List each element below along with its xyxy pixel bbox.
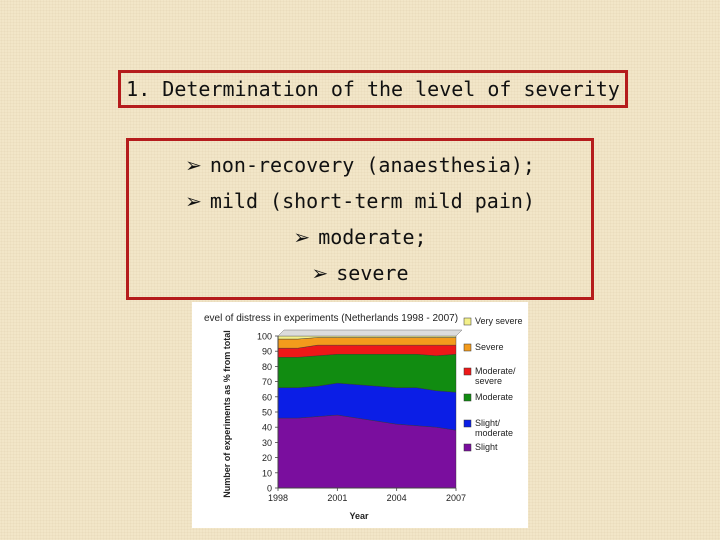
y-tick-label: 40 [262,423,272,433]
legend-label: Severe [475,342,504,352]
legend-swatch [463,317,472,326]
chart-svg: evel of distress in experiments (Netherl… [204,313,523,521]
x-tick-label: 2007 [446,493,466,503]
list-item: ➢ moderate; [293,219,426,255]
plot-top-edge [277,329,463,337]
list-item-text: moderate; [318,225,427,249]
arrow-right-icon: ➢ [293,225,311,249]
legend-swatch [463,419,472,428]
list-item: ➢ severe [311,255,408,291]
y-tick-label: 100 [257,332,272,342]
y-tick-label: 90 [262,347,272,357]
y-tick-label: 30 [262,438,272,448]
legend-swatch [463,443,472,452]
legend-label: moderate [475,428,513,438]
slide-title: 1. Determination of the level of severit… [118,70,628,108]
legend-label: Moderate [475,392,513,402]
legend-swatch [463,343,472,352]
y-tick-label: 70 [262,377,272,387]
list-item: ➢ non-recovery (anaesthesia); [185,147,535,183]
legend-swatch [463,367,472,376]
y-tick-label: 80 [262,362,272,372]
y-tick-label: 60 [262,392,272,402]
arrow-right-icon: ➢ [185,153,202,177]
list-item: ➢ mild (short-term mild pain) [185,183,535,219]
x-tick-label: 2004 [387,493,407,503]
severity-levels-list: ➢ non-recovery (anaesthesia); ➢ mild (shor… [126,138,594,300]
x-tick-label: 1998 [268,493,288,503]
y-tick-label: 0 [267,484,272,494]
legend-swatch [463,393,472,402]
legend-label: Very severe [475,316,523,326]
list-item-text: severe [336,261,409,285]
legend-label: severe [475,376,502,386]
slide-title-text: 1. Determination of the level of severit… [126,77,620,101]
distress-chart: evel of distress in experiments (Netherl… [192,302,528,528]
arrow-right-icon: ➢ [185,189,202,213]
y-axis-label: Number of experiments as % from total [222,330,232,498]
legend-label: Slight/ [475,418,501,428]
x-axis-label: Year [349,511,369,521]
arrow-right-icon: ➢ [311,261,329,285]
y-tick-label: 50 [262,408,272,418]
legend-label: Moderate/ [475,366,516,376]
list-item-text: mild (short-term mild pain) [209,189,535,213]
y-tick-label: 10 [262,468,272,478]
x-tick-label: 2001 [327,493,347,503]
chart-title: evel of distress in experiments (Netherl… [204,313,458,324]
y-tick-label: 20 [262,453,272,463]
list-item-text: non-recovery (anaesthesia); [209,153,535,177]
legend-label: Slight [475,442,498,452]
